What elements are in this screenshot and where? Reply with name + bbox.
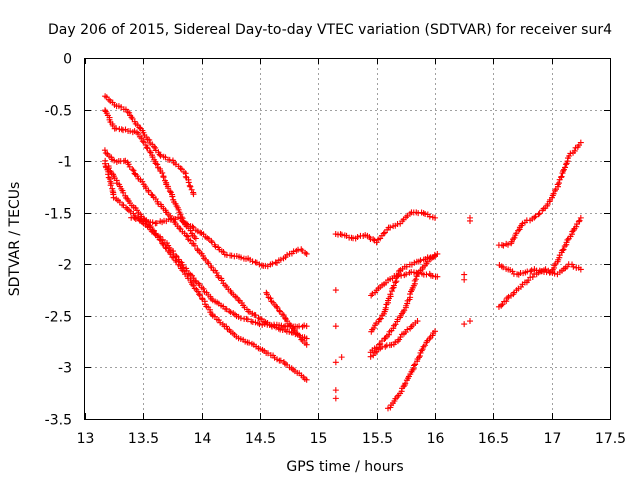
y-tick-label: -1.5	[45, 207, 72, 223]
y-tick-label: -1	[58, 155, 72, 171]
x-tick-label: 16.5	[478, 431, 509, 447]
y-tick-label: -3	[58, 361, 72, 377]
chart-title: Day 206 of 2015, Sidereal Day-to-day VTE…	[48, 22, 612, 38]
x-tick-label: 13.5	[128, 431, 159, 447]
sdtvar-chart: 13 13.5 14 14.5 15 15.5 16 16.5 17 17.5 0 -0.5 -1 -1.…	[0, 0, 640, 480]
y-tick-label: -0.5	[45, 104, 72, 120]
y-tick-label: 0	[63, 52, 72, 68]
x-tick-label: 15.5	[362, 431, 393, 447]
y-axis-label: SDTVAR / TECUs	[7, 182, 23, 297]
y-tick-label: -3.5	[45, 413, 72, 429]
x-tick-label: 15	[310, 431, 328, 447]
x-tick-label: 17	[544, 431, 562, 447]
x-tick-label: 16	[427, 431, 445, 447]
x-tick-label: 13	[77, 431, 95, 447]
chart-svg: 13 13.5 14 14.5 15 15.5 16 16.5 17 17.5 0 -0.5 -1 -1.…	[0, 0, 640, 480]
x-tick-label: 14	[194, 431, 212, 447]
x-tick-label: 17.5	[595, 431, 626, 447]
x-axis-label: GPS time / hours	[286, 459, 403, 475]
chart-background	[0, 0, 640, 480]
y-tick-label: -2	[58, 258, 72, 274]
y-tick-label: -2.5	[45, 310, 72, 326]
x-tick-label: 14.5	[245, 431, 276, 447]
